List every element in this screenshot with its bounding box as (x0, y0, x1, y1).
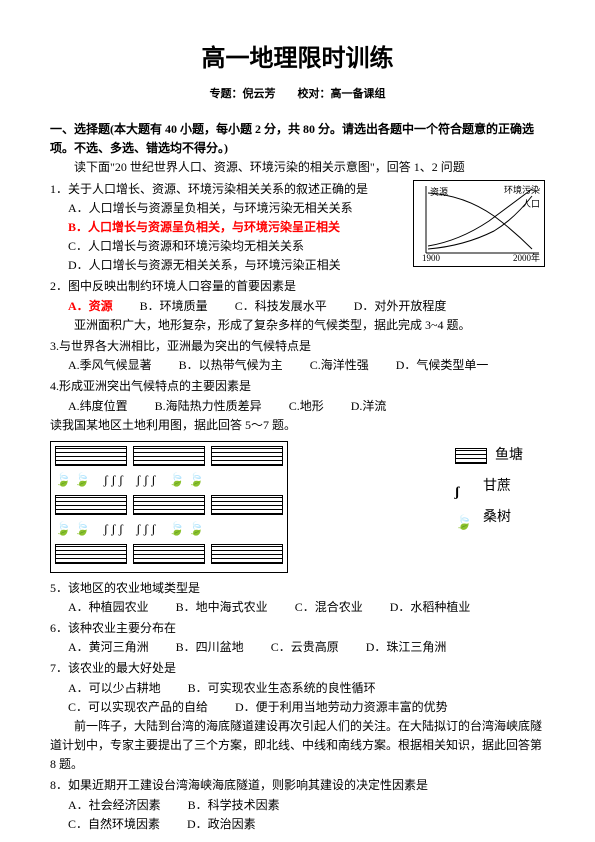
section-1-head: 一、选择题(本大题有 40 小题，每小题 2 分，共 80 分。请选出各题中一个… (50, 120, 545, 158)
q8-opt-a: A．社会经济因素 (68, 796, 161, 815)
q4-opt-d: D.洋流 (351, 397, 387, 416)
q2-options: A．资源 B．环境质量 C．科技发展水平 D．对外开放程度 (50, 297, 545, 316)
q5-opt-d: D．水稻种植业 (390, 598, 471, 617)
chart-x-end: 2000年 (513, 251, 540, 265)
q3-opt-d: D．气候类型单一 (396, 356, 489, 375)
q6-stem: 6．该种农业主要分布在 (50, 619, 545, 638)
q5-stem: 5．该地区的农业地域类型是 (50, 579, 545, 598)
chart-label-pop: 人口 (522, 197, 540, 211)
q7-opt-a: A．可以少占耕地 (68, 679, 161, 698)
q4-stem: 4.形成亚洲突出气候特点的主要因素是 (50, 377, 545, 396)
q7-opt-b: B．可实现农业生态系统的良性循环 (188, 679, 376, 698)
q7-options-1: A．可以少占耕地 B．可实现农业生态系统的良性循环 (50, 679, 545, 698)
q2-opt-a: A．资源 (68, 297, 113, 316)
tree-icon: 🍃 (455, 509, 475, 527)
q8-opt-b: B．科学技术因素 (188, 796, 280, 815)
q8-stem: 8．如果近期开工建设台湾海峡海底隧道，则影响其建设的决定性因素是 (50, 776, 545, 795)
q7-stem: 7．该农业的最大好处是 (50, 659, 545, 678)
q4-options: A.纬度位置 B.海陆热力性质差异 C.地形 D.洋流 (50, 397, 545, 416)
chart-label-res: 资源 (430, 185, 448, 199)
q3-stem: 3.与世界各大洲相比，亚洲最为突出的气候特点是 (50, 337, 545, 356)
q8-opt-c: C．自然环境因素 (68, 815, 160, 834)
q7-opt-d: D．便于利用当地劳动力资源丰富的优势 (235, 698, 448, 717)
q4-opt-b: B.海陆热力性质差异 (155, 397, 262, 416)
q6-opt-b: B．四川盆地 (176, 638, 244, 657)
chart-x-start: 1900 (422, 251, 440, 265)
q8-opt-d: D．政治因素 (187, 815, 256, 834)
cane-icon: ʃ (455, 478, 475, 496)
page-subtitle: 专题：倪云芳 校对：高一备课组 (50, 86, 545, 104)
legend-pond: 鱼塘 (495, 441, 523, 472)
legend: 鱼塘 ʃ 甘蔗 🍃 桑树 (455, 441, 545, 533)
lead-1: 读下面"20 世纪世界人口、资源、环境污染的相关示意图"，回答 1、2 问题 (50, 158, 545, 177)
q3-opt-a: A.季风气候显著 (68, 356, 152, 375)
q3-opt-b: B．以热带气候为主 (179, 356, 283, 375)
chart-label-pollution: 环境污染 (504, 183, 540, 197)
q3-options: A.季风气候显著 B．以热带气候为主 C.海洋性强 D．气候类型单一 (50, 356, 545, 375)
land-use-diagram: 🍃 🍃 ʃ ʃ ʃ ʃ ʃ ʃ 🍃 🍃 🍃 🍃 ʃ ʃ ʃ ʃ ʃ ʃ 🍃 🍃 (50, 441, 288, 573)
q4-opt-c: C.地形 (289, 397, 324, 416)
lead-2: 亚洲面积广大，地形复杂，形成了复杂多样的气候类型，据此完成 3~4 题。 (50, 316, 545, 335)
chart-figure: 资源 环境污染 人口 1900 2000年 (413, 180, 545, 267)
q2-opt-c: C．科技发展水平 (235, 297, 327, 316)
lead-3: 读我国某地区土地利用图，据此回答 5～7 题。 (50, 416, 545, 435)
q6-options: A．黄河三角洲 B．四川盆地 C．云贵高原 D．珠江三角洲 (50, 638, 545, 657)
q2-opt-b: B．环境质量 (140, 297, 208, 316)
q2-stem: 2．图中反映出制约环境人口容量的首要因素是 (50, 277, 545, 296)
q5-opt-b: B．地中海式农业 (176, 598, 268, 617)
legend-cane: 甘蔗 (483, 472, 511, 503)
q5-opt-c: C．混合农业 (295, 598, 363, 617)
q4-opt-a: A.纬度位置 (68, 397, 128, 416)
q7-options-2: C．可以实现农产品的自给 D．便于利用当地劳动力资源丰富的优势 (50, 698, 545, 717)
q7-opt-c: C．可以实现农产品的自给 (68, 698, 208, 717)
q5-options: A．种植园农业 B．地中海式农业 C．混合农业 D．水稻种植业 (50, 598, 545, 617)
lead-4: 前一阵子，大陆到台湾的海底隧道建设再次引起人们的关注。在大陆拟订的台湾海峡底隧道… (50, 717, 545, 775)
q8-options-2: C．自然环境因素 D．政治因素 (50, 815, 545, 834)
q6-opt-a: A．黄河三角洲 (68, 638, 149, 657)
page-title: 高一地理限时训练 (50, 40, 545, 78)
pond-icon (455, 448, 487, 464)
q8-options-1: A．社会经济因素 B．科学技术因素 (50, 796, 545, 815)
legend-tree: 桑树 (483, 503, 511, 534)
q5-opt-a: A．种植园农业 (68, 598, 149, 617)
q3-opt-c: C.海洋性强 (310, 356, 369, 375)
q6-opt-c: C．云贵高原 (271, 638, 339, 657)
q6-opt-d: D．珠江三角洲 (366, 638, 447, 657)
q2-opt-d: D．对外开放程度 (354, 297, 447, 316)
